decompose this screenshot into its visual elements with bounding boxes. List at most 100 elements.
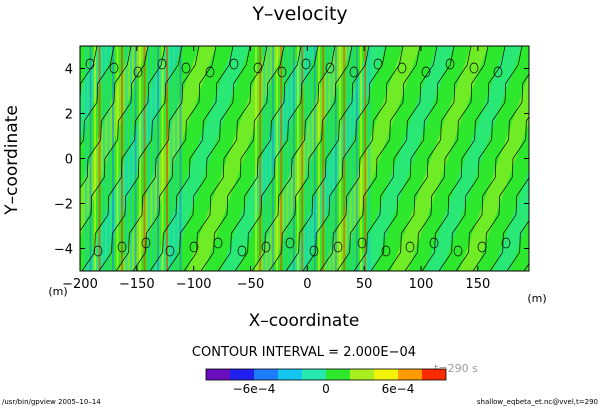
contour-line	[387, 46, 472, 271]
field-band	[544, 46, 600, 271]
contour-line	[592, 46, 600, 271]
field-stripe	[143, 46, 146, 271]
field-stripe	[297, 46, 299, 271]
field-stripe	[255, 46, 257, 271]
field-stripe	[318, 46, 320, 271]
contour-line	[404, 46, 489, 271]
field-band	[595, 46, 600, 271]
field-band	[136, 46, 233, 271]
contour-line	[319, 46, 404, 271]
contour-line	[558, 46, 600, 271]
field-stripe	[355, 46, 358, 271]
field-stripe	[259, 46, 262, 271]
field-stripe	[179, 46, 182, 271]
field-stripe	[125, 46, 128, 271]
field-stripe	[161, 46, 164, 271]
contour-interval-text: CONTOUR INTERVAL = 2.000E−04	[192, 345, 416, 360]
contour-line	[285, 46, 370, 271]
contour-line	[132, 46, 217, 271]
y-axis-ticks: −4 −2 0 2 4	[54, 63, 529, 258]
field-stripe	[364, 46, 367, 271]
field-stripe	[271, 46, 274, 271]
field-stripe	[343, 46, 346, 271]
contour-line	[80, 46, 149, 232]
field-stripe	[322, 46, 325, 271]
contour-line	[166, 46, 251, 271]
field-stripe	[157, 46, 159, 271]
field-stripe	[292, 46, 295, 271]
field-band	[561, 46, 600, 271]
field-stripe	[284, 46, 287, 271]
field-stripe	[148, 46, 150, 271]
colorbar-swatch	[230, 369, 254, 380]
chart-title: Y–velocity	[251, 3, 347, 25]
field-band	[476, 121, 529, 271]
field-band	[153, 46, 250, 271]
contour-loop	[501, 237, 511, 249]
field-stripe	[309, 46, 312, 271]
contour-loop	[213, 237, 223, 249]
colorbar-swatch	[302, 369, 326, 380]
field-stripe	[116, 46, 119, 271]
x-axis-unit: (m)	[527, 292, 546, 305]
contour-line	[251, 46, 336, 271]
contour-loop	[325, 62, 335, 74]
contour-line	[336, 46, 421, 271]
contour-loop	[357, 237, 367, 249]
x-tick-label: 150	[465, 277, 490, 292]
field-stripe	[339, 46, 341, 271]
contour-loop	[309, 245, 319, 257]
colorbar-swatch	[278, 369, 302, 380]
contour-line	[421, 46, 506, 271]
colorbar-swatch	[422, 369, 446, 380]
x-tick-label: −50	[237, 277, 264, 292]
field-stripe	[326, 46, 329, 271]
field-stripe	[139, 46, 141, 271]
contour-loop	[117, 241, 127, 253]
contour-loop	[445, 58, 455, 70]
y-axis-label: Y–coordinate	[2, 105, 22, 216]
field-stripe	[103, 46, 105, 271]
contour-line	[455, 73, 529, 271]
colorbar-swatch	[254, 369, 278, 380]
contour-line	[81, 46, 166, 271]
contour-line	[80, 46, 98, 103]
x-tick-label: −100	[176, 277, 212, 292]
field-band	[510, 217, 529, 271]
field-stripe	[305, 46, 308, 271]
contour-loop	[133, 66, 143, 78]
field-stripe	[313, 46, 316, 271]
contour-line	[575, 46, 600, 271]
footer-left: /usr/bin/gpview 2005–10–14	[2, 398, 101, 406]
field-stripe	[288, 46, 291, 271]
field-stripe	[89, 46, 92, 271]
field-band	[425, 46, 522, 271]
contour-loop	[277, 66, 287, 78]
contour-loop	[301, 58, 311, 70]
colorbar-ticks: −6e−4 0 6e−4	[233, 382, 415, 396]
field-band	[323, 46, 420, 271]
field-stripe	[347, 46, 350, 271]
contour-loop	[421, 66, 431, 78]
contour-loop	[93, 245, 103, 257]
colorbar-swatch	[350, 369, 374, 380]
colorbar-tick-label: 0	[322, 382, 330, 396]
contour-loop	[165, 245, 175, 257]
contour-loop	[237, 245, 247, 257]
contour-loop	[333, 241, 343, 253]
contour-line	[523, 263, 529, 271]
y-tick-label: 2	[65, 108, 73, 123]
y-tick-label: 4	[65, 63, 73, 78]
field-stripe	[330, 46, 333, 271]
field-stripe	[107, 46, 110, 271]
contour-line	[115, 46, 200, 271]
velocity-field	[80, 46, 600, 271]
colorbar	[205, 368, 447, 381]
y-axis-unit: (m)	[48, 285, 67, 298]
contour-line	[489, 175, 529, 271]
contour-loop	[373, 58, 383, 70]
contour-line	[302, 46, 387, 271]
field-stripe	[360, 46, 362, 271]
contour-line	[234, 46, 319, 271]
